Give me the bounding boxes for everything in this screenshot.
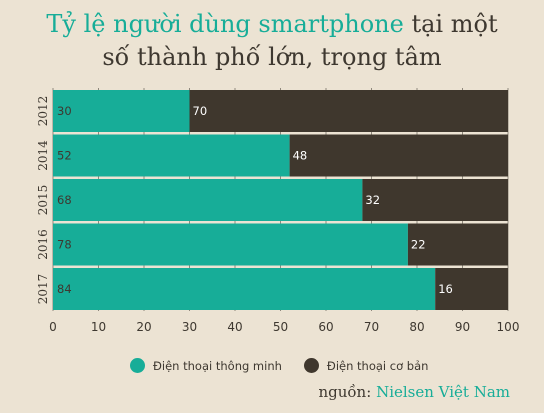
bar-basic <box>362 179 508 221</box>
chart-title-line1-rest: tại một <box>403 10 498 38</box>
x-tick-label: 90 <box>455 320 470 334</box>
bar-smartphone <box>53 268 436 310</box>
legend-swatch-basic <box>303 358 319 373</box>
data-label-basic: 70 <box>193 104 208 118</box>
source-label: nguồn: <box>318 383 372 401</box>
data-label-basic: 16 <box>438 282 453 296</box>
x-tick-label: 70 <box>364 320 379 334</box>
x-tick-label: 50 <box>273 320 288 334</box>
chart-title-highlight: Tỷ lệ người dùng smartphone <box>46 10 404 38</box>
chart-title: Tỷ lệ người dùng smartphone tại một số t… <box>0 8 544 74</box>
legend-item-basic: Điện thoại cơ bản <box>303 358 429 373</box>
data-label-smartphone: 68 <box>57 193 72 207</box>
bar-basic <box>289 134 508 177</box>
chart-title-line2: số thành phố lớn, trọng tâm <box>102 43 442 71</box>
category-label: 2016 <box>36 229 50 260</box>
legend-item-smartphone: Điện thoại thông minh <box>130 358 282 373</box>
data-label-smartphone: 30 <box>57 104 72 118</box>
legend-label-smartphone: Điện thoại thông minh <box>153 358 282 373</box>
data-label-basic: 48 <box>293 149 308 163</box>
bar-basic <box>407 223 508 266</box>
data-label-smartphone: 84 <box>57 282 72 296</box>
data-label-smartphone: 52 <box>57 149 72 163</box>
chart-legend: Điện thoại thông minh Điện thoại cơ bản <box>130 358 450 373</box>
data-label-smartphone: 78 <box>57 238 72 252</box>
x-tick-label: 10 <box>91 320 106 334</box>
legend-swatch-smartphone <box>130 358 145 373</box>
x-tick-label: 60 <box>318 320 333 334</box>
category-label: 2014 <box>36 140 50 171</box>
x-tick-label: 30 <box>182 320 197 334</box>
bar-smartphone <box>53 90 190 132</box>
x-tick-label: 40 <box>227 320 242 334</box>
source-name: Nielsen Việt Nam <box>376 383 510 401</box>
x-tick-label: 80 <box>409 320 424 334</box>
category-label: 2012 <box>36 96 50 127</box>
bar-basic <box>189 90 508 132</box>
x-tick-label: 100 <box>497 320 520 334</box>
bar-smartphone <box>53 179 363 221</box>
category-label: 2017 <box>36 274 50 305</box>
x-tick-label: 0 <box>49 320 57 334</box>
category-label: 2015 <box>36 185 50 216</box>
x-tick-label: 20 <box>136 320 151 334</box>
data-label-basic: 32 <box>365 193 380 207</box>
bar-basic <box>435 268 508 310</box>
bar-smartphone <box>53 134 290 177</box>
data-label-basic: 22 <box>411 238 426 252</box>
legend-label-basic: Điện thoại cơ bản <box>326 358 429 373</box>
source-credit: nguồn: Nielsen Việt Nam <box>318 383 510 401</box>
bar-smartphone <box>53 223 408 266</box>
